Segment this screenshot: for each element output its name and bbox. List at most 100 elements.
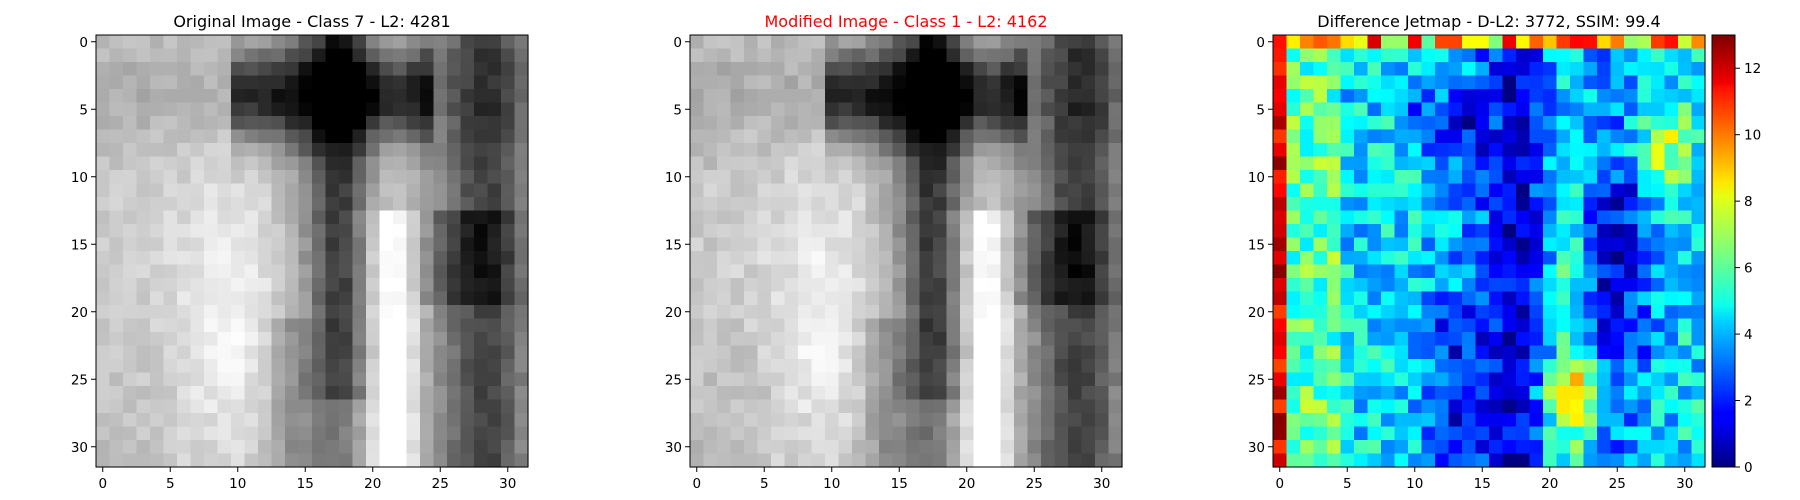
pixel-cell <box>487 372 502 387</box>
pixel-cell <box>987 453 1002 468</box>
pixel-cell <box>109 75 124 90</box>
pixel-cell <box>1664 35 1679 50</box>
pixel-cell <box>1502 291 1517 306</box>
pixel-cell <box>919 291 934 306</box>
pixel-cell <box>1300 224 1315 239</box>
pixel-cell <box>1000 413 1015 428</box>
pixel-cell <box>1543 210 1558 225</box>
pixel-cell <box>514 183 529 198</box>
pixel-cell <box>460 224 475 239</box>
pixel-cell <box>1286 35 1301 50</box>
pixel-cell <box>987 143 1002 158</box>
pixel-cell <box>906 224 921 239</box>
pixel-cell <box>1516 102 1531 117</box>
pixel-cell <box>852 210 867 225</box>
pixel-cell <box>406 345 421 360</box>
pixel-cell <box>1027 197 1042 212</box>
pixel-cell <box>1367 170 1382 185</box>
pixel-cell <box>1068 129 1083 144</box>
modified-image-grid <box>690 35 1123 468</box>
pixel-cell <box>1502 264 1517 279</box>
y-tick-label: 30 <box>665 440 682 456</box>
pixel-cell <box>487 264 502 279</box>
pixel-cell <box>960 224 975 239</box>
pixel-cell <box>1027 156 1042 171</box>
pixel-cell <box>447 372 462 387</box>
pixel-cell <box>123 453 138 468</box>
pixel-cell <box>1421 399 1436 414</box>
pixel-cell <box>420 332 435 347</box>
pixel-cell <box>744 102 759 117</box>
pixel-cell <box>730 345 745 360</box>
pixel-cell <box>1273 305 1288 320</box>
pixel-cell <box>150 264 165 279</box>
pixel-cell <box>973 102 988 117</box>
pixel-cell <box>109 35 124 50</box>
pixel-cell <box>501 453 516 468</box>
pixel-cell <box>1054 251 1069 266</box>
pixel-cell <box>1340 386 1355 401</box>
pixel-cell <box>123 62 138 77</box>
pixel-cell <box>217 156 232 171</box>
pixel-cell <box>811 102 826 117</box>
pixel-cell <box>757 156 772 171</box>
x-tick-label: 20 <box>364 476 381 492</box>
pixel-cell <box>1394 278 1409 293</box>
pixel-cell <box>1340 89 1355 104</box>
pixel-cell <box>150 291 165 306</box>
pixel-cell <box>433 116 448 131</box>
pixel-cell <box>879 89 894 104</box>
pixel-cell <box>1583 75 1598 90</box>
pixel-cell <box>501 156 516 171</box>
pixel-cell <box>447 35 462 50</box>
pixel-cell <box>1475 197 1490 212</box>
pixel-cell <box>1286 386 1301 401</box>
y-tick-label: 20 <box>71 305 88 321</box>
pixel-cell <box>1583 291 1598 306</box>
pixel-cell <box>1678 48 1693 63</box>
pixel-cell <box>744 156 759 171</box>
pixel-cell <box>1435 291 1450 306</box>
pixel-cell <box>906 399 921 414</box>
pixel-cell <box>1354 318 1369 333</box>
pixel-cell <box>244 102 259 117</box>
pixel-cell <box>1300 440 1315 455</box>
pixel-cell <box>258 35 273 50</box>
pixel-cell <box>109 372 124 387</box>
pixel-cell <box>204 440 219 455</box>
pixel-cell <box>433 170 448 185</box>
pixel-cell <box>406 237 421 252</box>
pixel-cell <box>1381 251 1396 266</box>
pixel-cell <box>973 197 988 212</box>
pixel-cell <box>1678 183 1693 198</box>
pixel-cell <box>1054 318 1069 333</box>
pixel-cell <box>1624 129 1639 144</box>
pixel-cell <box>109 129 124 144</box>
pixel-cell <box>1610 143 1625 158</box>
pixel-cell <box>163 440 178 455</box>
pixel-cell <box>825 75 840 90</box>
pixel-cell <box>1421 197 1436 212</box>
pixel-cell <box>177 399 192 414</box>
pixel-cell <box>150 372 165 387</box>
pixel-cell <box>244 453 259 468</box>
pixel-cell <box>811 224 826 239</box>
pixel-cell <box>987 116 1002 131</box>
pixel-cell <box>1367 156 1382 171</box>
pixel-cell <box>1583 399 1598 414</box>
pixel-cell <box>420 372 435 387</box>
pixel-cell <box>865 372 880 387</box>
pixel-cell <box>1462 89 1477 104</box>
pixel-cell <box>244 48 259 63</box>
pixel-cell <box>1489 453 1504 468</box>
pixel-cell <box>1408 372 1423 387</box>
pixel-cell <box>501 332 516 347</box>
pixel-cell <box>1408 359 1423 374</box>
pixel-cell <box>946 251 961 266</box>
pixel-cell <box>1583 345 1598 360</box>
pixel-cell <box>1108 116 1123 131</box>
pixel-cell <box>1516 143 1531 158</box>
pixel-cell <box>1313 89 1328 104</box>
pixel-cell <box>1286 345 1301 360</box>
pixel-cell <box>379 372 394 387</box>
